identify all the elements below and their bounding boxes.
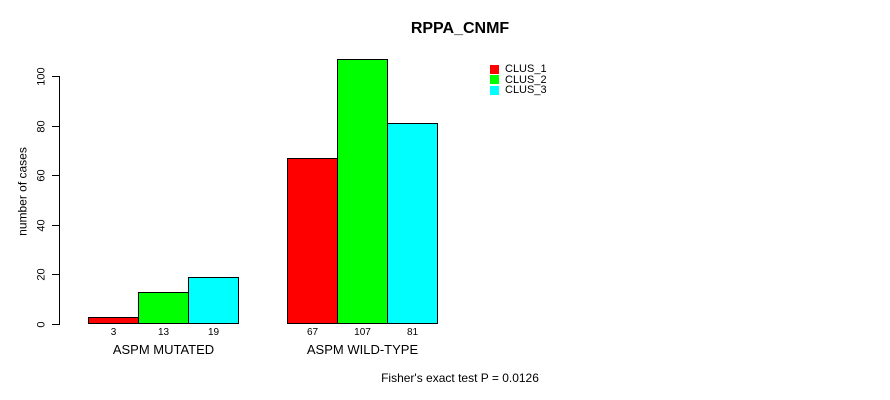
bar-clus_1-group-2 <box>287 158 338 324</box>
bar-value-label: 107 <box>354 327 371 338</box>
legend-label: CLUS_1 <box>505 63 547 76</box>
y-tick-label: 100 <box>35 67 48 86</box>
bar-value-label: 13 <box>157 327 170 338</box>
y-axis-line <box>59 76 60 325</box>
y-tick-mark <box>52 225 59 226</box>
x-group-label: ASPM WILD-TYPE <box>306 342 419 357</box>
y-tick-label: 80 <box>35 120 48 133</box>
x-group-label: ASPM MUTATED <box>112 342 215 357</box>
y-tick-mark <box>52 175 59 176</box>
legend-item: CLUS_3 <box>490 85 547 96</box>
legend: CLUS_1 CLUS_2 CLUS_3 <box>490 64 547 96</box>
legend-item: CLUS_2 <box>490 73 547 86</box>
legend-label: CLUS_2 <box>505 73 547 86</box>
legend-color-swatch-icon <box>490 85 499 95</box>
y-tick-label: 60 <box>35 169 48 182</box>
bar-clus_2-group-2 <box>337 59 388 324</box>
y-tick-mark <box>52 76 59 77</box>
chart-title: RPPA_CNMF <box>410 20 510 37</box>
y-tick-label: 40 <box>35 219 48 232</box>
y-axis-title: number of cases <box>15 147 30 236</box>
bar-value-label: 3 <box>110 327 117 338</box>
bar-value-label: 81 <box>406 327 419 338</box>
legend-color-swatch-icon <box>490 64 499 74</box>
legend-item: CLUS_1 <box>490 64 547 75</box>
bar-clus_3-group-2 <box>387 123 438 324</box>
legend-color-swatch-icon <box>490 75 499 85</box>
y-tick-mark <box>52 126 59 127</box>
y-tick-mark <box>52 324 59 325</box>
y-tick-label: 0 <box>35 321 48 328</box>
annotation-text: Fisher's exact test P = 0.0126 <box>381 371 539 385</box>
bar-clus_3-group-1 <box>188 277 239 324</box>
y-tick-label: 20 <box>35 268 48 281</box>
bar-clus_1-group-1 <box>88 317 139 324</box>
y-tick-mark <box>52 274 59 275</box>
bar-clus_2-group-1 <box>138 292 189 324</box>
bar-value-label: 67 <box>306 327 319 338</box>
legend-label: CLUS_3 <box>505 84 547 97</box>
bar-value-label: 19 <box>207 327 220 338</box>
